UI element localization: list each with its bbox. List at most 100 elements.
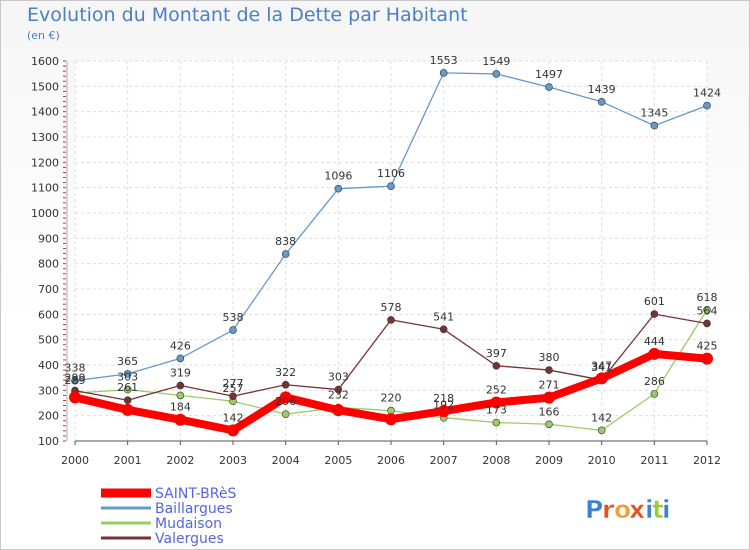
data-point-mudaison	[545, 420, 553, 429]
data-label-baillargues: 1549	[482, 55, 510, 68]
data-point-mudaison	[703, 305, 711, 314]
data-label-baillargues: 338	[65, 362, 86, 375]
legend-label-saint-br-s: SAINT-BRèS	[155, 486, 236, 502]
logo-letter: o	[614, 495, 631, 524]
data-point-saint-br-s	[648, 347, 661, 360]
data-point-mudaison	[597, 426, 606, 435]
x-tick-label: 2008	[482, 454, 510, 467]
data-label-saint-br-s: 271	[539, 379, 560, 392]
data-point-saint-br-s	[174, 413, 187, 426]
data-label-mudaison: 142	[591, 411, 612, 424]
data-label-valergues: 601	[644, 295, 665, 308]
data-label-saint-br-s: 142	[223, 411, 244, 424]
data-label-valergues: 578	[381, 301, 402, 314]
data-label-valergues: 380	[539, 351, 560, 364]
data-point-baillargues	[229, 326, 237, 334]
data-label-mudaison: 166	[539, 405, 560, 418]
data-label-baillargues: 365	[117, 355, 138, 368]
data-label-saint-br-s: 252	[486, 383, 507, 396]
y-tick-label: 400	[38, 359, 59, 372]
x-tick-label: 2000	[61, 454, 89, 467]
data-point-saint-br-s	[227, 424, 239, 437]
y-tick-label: 1000	[31, 207, 59, 220]
x-tick-label: 2003	[219, 454, 247, 467]
data-label-valergues: 397	[486, 347, 507, 360]
data-point-saint-br-s	[543, 391, 555, 404]
data-point-baillargues	[334, 184, 343, 193]
data-label-valergues: 541	[433, 310, 454, 323]
x-tick-label: 2004	[272, 454, 300, 467]
data-point-saint-br-s	[279, 391, 292, 404]
y-tick-label: 600	[38, 308, 59, 321]
data-point-valergues	[650, 310, 659, 318]
y-tick-label: 1300	[31, 131, 59, 144]
data-label-baillargues: 1345	[640, 107, 668, 120]
data-point-saint-br-s	[437, 405, 450, 418]
y-tick-label: 1400	[31, 106, 59, 119]
data-point-valergues	[229, 392, 237, 400]
data-point-mudaison	[123, 385, 132, 394]
data-point-mudaison	[176, 391, 185, 400]
data-label-saint-br-s: 184	[170, 401, 191, 414]
logo-letter: i	[662, 495, 671, 524]
logo-letter: P	[585, 495, 603, 524]
data-point-saint-br-s	[490, 396, 503, 409]
data-label-mudaison: 618	[697, 291, 718, 304]
data-point-saint-br-s	[385, 413, 397, 426]
data-point-mudaison	[492, 418, 501, 427]
data-label-saint-br-s: 444	[644, 335, 665, 348]
x-tick-label: 2010	[588, 454, 616, 467]
data-point-valergues	[334, 385, 343, 394]
logo-letter: t	[652, 495, 664, 524]
y-tick-label: 1200	[31, 156, 59, 169]
data-label-valergues: 277	[223, 377, 244, 390]
data-label-mudaison: 232	[328, 389, 349, 402]
data-point-mudaison	[387, 406, 395, 415]
data-point-saint-br-s	[332, 404, 345, 417]
data-point-baillargues	[597, 97, 606, 106]
data-point-valergues	[545, 366, 553, 374]
data-label-valergues: 564	[697, 304, 718, 317]
data-point-baillargues	[439, 69, 448, 77]
data-label-saint-br-s: 425	[697, 340, 718, 353]
data-point-baillargues	[387, 182, 395, 190]
x-tick-label: 2009	[535, 454, 563, 467]
chart-title: Evolution du Montant de la Dette par Hab…	[27, 4, 468, 26]
data-point-baillargues	[492, 70, 501, 78]
data-label-baillargues: 1439	[588, 83, 616, 96]
data-point-baillargues	[281, 250, 290, 258]
data-point-saint-br-s	[69, 391, 81, 404]
y-tick-label: 500	[38, 334, 59, 347]
data-label-mudaison: 206	[275, 395, 296, 408]
data-label-mudaison: 286	[644, 375, 665, 388]
x-tick-label: 2001	[114, 454, 142, 467]
y-tick-label: 200	[38, 410, 59, 423]
data-label-mudaison: 303	[117, 371, 138, 384]
data-point-baillargues	[71, 376, 79, 385]
data-label-mudaison: 257	[223, 382, 244, 395]
legend-label-baillargues: Baillargues	[155, 501, 233, 517]
logo-letter: r	[602, 495, 615, 524]
data-label-mudaison: 289	[65, 374, 86, 387]
data-label-valergues: 299	[65, 372, 86, 385]
logo-letter: x	[629, 495, 645, 524]
data-point-saint-br-s	[121, 403, 134, 416]
y-tick-label: 1600	[31, 55, 59, 68]
data-label-valergues: 303	[328, 371, 349, 384]
x-tick-label: 2011	[640, 454, 668, 467]
data-label-mudaison: 220	[381, 392, 402, 405]
data-label-saint-br-s: 347	[591, 359, 612, 372]
data-label-valergues: 261	[117, 381, 138, 394]
data-label-saint-br-s: 218	[433, 392, 454, 405]
y-tick-label: 800	[38, 258, 59, 271]
x-tick-label: 2002	[166, 454, 194, 467]
x-tick-label: 2005	[324, 454, 352, 467]
y-tick-label: 100	[38, 435, 59, 448]
data-label-baillargues: 1553	[430, 54, 458, 67]
data-label-baillargues: 838	[275, 235, 296, 248]
data-label-baillargues: 1424	[693, 87, 721, 100]
y-tick-label: 700	[38, 283, 59, 296]
data-point-valergues	[492, 361, 501, 370]
data-point-mudaison	[650, 390, 659, 398]
